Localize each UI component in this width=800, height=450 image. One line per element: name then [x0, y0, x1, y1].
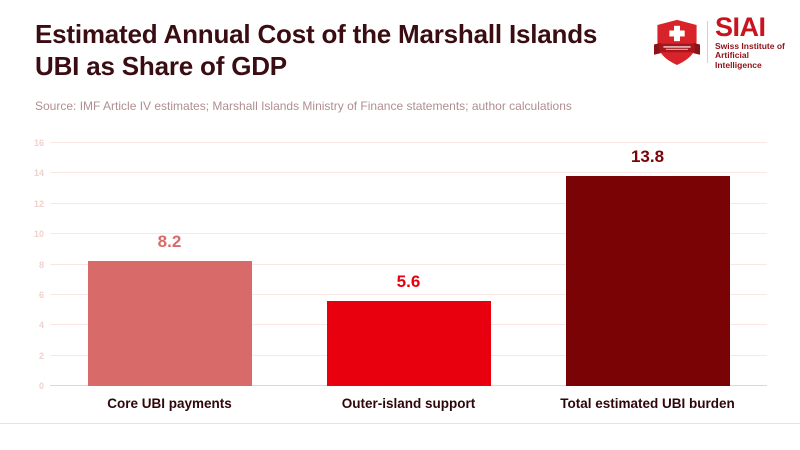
value-label-3: 13.8 [630, 147, 665, 167]
bar-1 [87, 261, 252, 386]
gridline-16 [50, 142, 767, 143]
bar-3 [565, 176, 730, 386]
gridline-12 [50, 202, 767, 204]
swiss-shield-icon [654, 19, 700, 65]
siai-logo: SIAI Swiss Institute of Artificial Intel… [654, 11, 794, 70]
plot-area: 0 2 4 6 8 10 12 14 16 8.2 5.6 13.8 [34, 138, 767, 391]
y-tick-label-16: 16 [33, 138, 44, 148]
value-label-2: 5.6 [396, 271, 421, 291]
gridline-6 [50, 293, 767, 295]
bar-2 [326, 300, 491, 386]
y-tick-label-2: 2 [38, 350, 44, 361]
y-tick-label-12: 12 [33, 198, 44, 209]
y-tick-label-14: 14 [33, 168, 44, 179]
y-tick-label-6: 6 [38, 289, 44, 300]
x-category-label-2: Outer-island support [341, 396, 476, 411]
logo-acronym: SIAI [714, 11, 766, 42]
y-tick-label-8: 8 [38, 259, 44, 270]
value-label-1: 8.2 [157, 232, 182, 252]
gridline-8 [50, 263, 767, 265]
y-tick-label-4: 4 [38, 320, 44, 331]
logo-tagline: Swiss Institute of Artificial Intelligen… [714, 40, 785, 70]
logo-divider [707, 21, 708, 63]
y-tick-label-10: 10 [33, 229, 44, 240]
chart-title: Estimated Annual Cost of the Marshall Is… [35, 19, 598, 81]
gridline-10 [50, 233, 767, 235]
x-category-label-3: Total estimated UBI burden [560, 396, 735, 411]
footer-divider [0, 423, 800, 424]
gridline-14 [50, 172, 767, 174]
x-axis-labels: Core UBI payments Outer-island support Tot… [50, 396, 767, 416]
x-category-label-1: Core UBI payments [107, 396, 232, 411]
y-tick-label-0: 0 [38, 381, 44, 391]
source-note: Source: IMF Article IV estimates; Marsha… [35, 99, 572, 113]
